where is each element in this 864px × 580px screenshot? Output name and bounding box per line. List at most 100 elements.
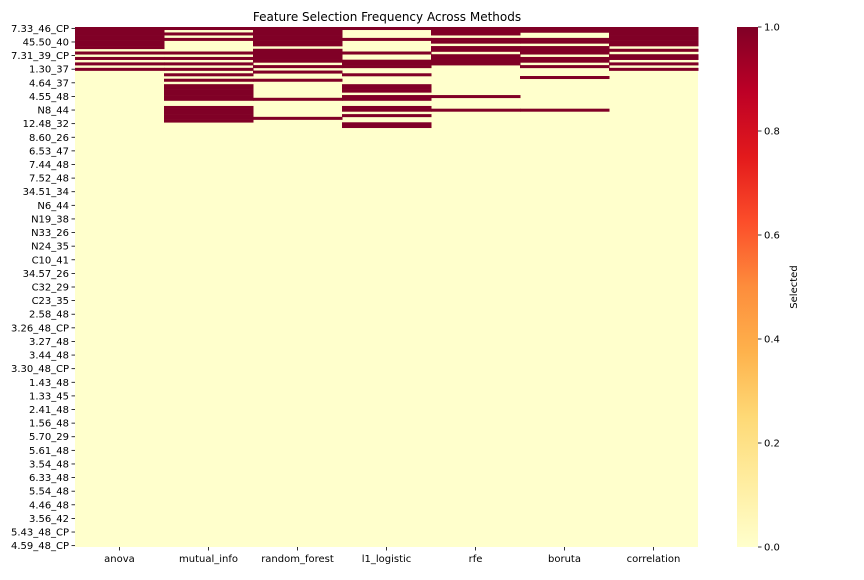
- x-tick-label: l1_logistic: [362, 554, 412, 565]
- heatmap-cell-selected: [609, 56, 699, 60]
- heatmap-cell-selected: [431, 46, 521, 50]
- colorbar-tick-label: 0.0: [764, 543, 780, 554]
- heatmap-cell-selected: [520, 40, 610, 44]
- heatmap-cell-selected: [164, 73, 254, 77]
- heatmap-cell-selected: [75, 32, 165, 36]
- heatmap-cell-selected: [342, 95, 432, 99]
- heatmap-cell-selected: [342, 105, 432, 109]
- heatmap-cell-selected: [253, 97, 343, 101]
- heatmap-cell-selected: [164, 78, 254, 82]
- heatmap-cell-selected: [75, 62, 165, 66]
- heatmap-cell-selected: [164, 67, 254, 71]
- x-tick-label: anova: [104, 554, 135, 565]
- heatmap-cell-selected: [164, 89, 254, 93]
- heatmap-cell-selected: [342, 59, 432, 63]
- heatmap-cell-selected: [609, 54, 699, 58]
- heatmap-cell-selected: [75, 46, 165, 50]
- heatmap-cell-selected: [164, 32, 254, 36]
- heatmap-cell-selected: [75, 27, 165, 31]
- heatmap-cell-selected: [75, 29, 165, 33]
- colorbar-tick-label: 0.2: [764, 439, 780, 450]
- heatmap-cell-selected: [164, 27, 254, 31]
- heatmap-cell-selected: [431, 54, 521, 58]
- heatmap-cell-selected: [520, 108, 610, 112]
- y-tick-label: C32_29: [32, 283, 69, 294]
- y-tick-label: 34.57_26: [23, 269, 69, 280]
- y-tick-label: 2.41_48: [29, 405, 69, 416]
- y-tick-label: 3.26_48_CP: [11, 323, 69, 334]
- heatmap-cell-selected: [342, 73, 432, 77]
- y-tick-label: 7.44_48: [29, 160, 69, 171]
- y-tick-label: N24_35: [31, 242, 69, 253]
- y-tick-label: 4.55_48: [29, 92, 69, 103]
- heatmap-cell-selected: [520, 59, 610, 63]
- heatmap-cell-selected: [431, 29, 521, 33]
- y-tick-label: 3.54_48: [29, 459, 69, 470]
- heatmap-cell-selected: [342, 51, 432, 55]
- heatmap-cell-selected: [520, 65, 610, 69]
- heatmap-cell-selected: [164, 51, 254, 55]
- heatmap-cell-selected: [164, 105, 254, 109]
- heatmap-cell-selected: [431, 40, 521, 44]
- colorbar-tick-label: 1.0: [764, 23, 780, 34]
- heatmap-cell-selected: [520, 76, 610, 80]
- heatmap-cell-selected: [342, 114, 432, 118]
- heatmap-cell-selected: [609, 29, 699, 33]
- heatmap-cell-selected: [164, 116, 254, 120]
- heatmap-cell-selected: [253, 40, 343, 44]
- heatmap-cell-selected: [253, 48, 343, 52]
- chart-title: Feature Selection Frequency Across Metho…: [253, 10, 521, 24]
- heatmap-cell-selected: [253, 70, 343, 74]
- y-tick-label: 7.33_46_CP: [11, 24, 69, 35]
- heatmap-cell-selected: [609, 67, 699, 71]
- heatmap-cell-selected: [609, 37, 699, 41]
- y-tick-label: C10_41: [32, 255, 69, 266]
- y-tick-label: 5.54_48: [29, 487, 69, 498]
- heatmap-cell-selected: [253, 27, 343, 31]
- heatmap-cell-selected: [75, 56, 165, 60]
- y-tick-label: N19_38: [31, 214, 69, 225]
- heatmap-cell-selected: [253, 43, 343, 47]
- y-tick-label: 1.33_45: [29, 391, 69, 402]
- colorbar-tick-label: 0.6: [764, 231, 780, 242]
- heatmap-cell-selected: [253, 54, 343, 58]
- y-tick-label: 1.30_37: [29, 65, 69, 76]
- heatmap-cell-selected: [75, 43, 165, 47]
- heatmap-cell-selected: [164, 62, 254, 66]
- heatmap-cell-selected: [164, 95, 254, 99]
- heatmap-cell-selected: [431, 62, 521, 66]
- x-tick-label: mutual_info: [179, 554, 238, 565]
- colorbar-gradient: [737, 27, 758, 547]
- colorbar-ticks: 0.0 0.2 0.4 0.6 0.8 1.0: [758, 23, 780, 554]
- heatmap-cell-selected: [609, 27, 699, 31]
- y-tick-label: 7.31_39_CP: [11, 51, 69, 62]
- y-tick-label: C23_35: [32, 296, 69, 307]
- y-tick-label: N6_44: [37, 201, 69, 212]
- y-tick-label: 3.30_48_CP: [11, 364, 69, 375]
- y-tick-label: 3.44_48: [29, 351, 69, 362]
- heatmap-cell-selected: [609, 35, 699, 39]
- y-tick-label: 1.43_48: [29, 378, 69, 389]
- y-tick-label: 1.56_48: [29, 419, 69, 430]
- heatmap-cell-selected: [253, 56, 343, 60]
- heatmap-background: [75, 27, 698, 547]
- heatmap-cell-selected: [520, 51, 610, 55]
- heatmap-cell-selected: [253, 32, 343, 36]
- heatmap-cell-selected: [164, 86, 254, 90]
- x-tick-label: correlation: [627, 554, 681, 565]
- x-axis: anova mutual_info random_forest l1_logistic…: [104, 547, 680, 565]
- heatmap-cell-selected: [164, 56, 254, 60]
- heatmap-cell-selected: [431, 27, 521, 31]
- heatmap-cell-selected: [342, 86, 432, 90]
- heatmap-cell-selected: [609, 32, 699, 36]
- heatmap-cell-selected: [342, 37, 432, 41]
- colorbar: 0.0 0.2 0.4 0.6 0.8 1.0 Selected: [737, 23, 800, 554]
- heatmap-cell-selected: [342, 122, 432, 126]
- heatmap-cell-selected: [253, 78, 343, 82]
- colorbar-tick-label: 0.4: [764, 335, 780, 346]
- heatmap-cell-selected: [520, 46, 610, 50]
- y-tick-label: 5.61_48: [29, 446, 69, 457]
- y-tick-label: 6.53_47: [29, 146, 69, 157]
